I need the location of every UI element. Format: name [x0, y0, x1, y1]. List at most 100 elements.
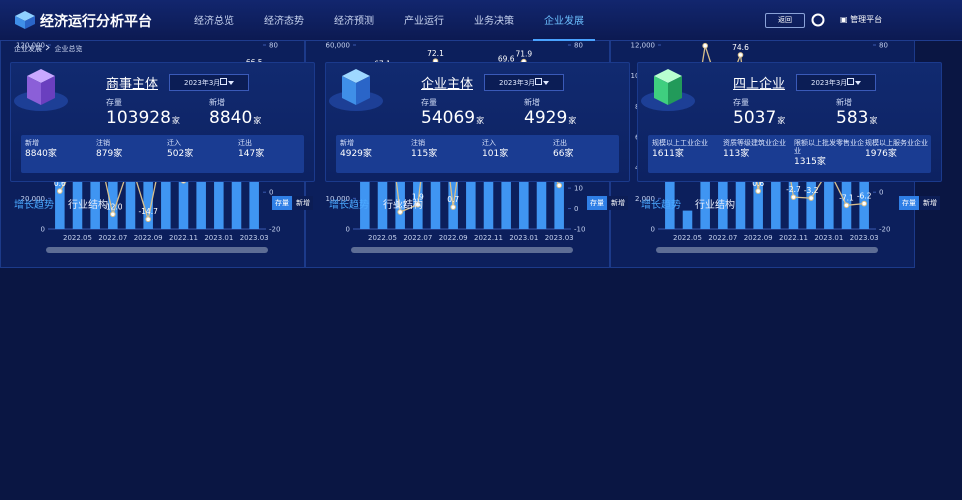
- line-point: [450, 204, 456, 210]
- back-button[interactable]: 返回: [765, 13, 805, 28]
- stock-label: 存量: [733, 98, 749, 107]
- caret-shape: [228, 81, 235, 85]
- stat: 新增 4929家: [340, 139, 410, 159]
- scrollbar[interactable]: [351, 247, 573, 253]
- stat: 规模以上工业企业 1611家: [652, 139, 722, 159]
- bar: [806, 153, 816, 229]
- stat: 新增 8840家: [25, 139, 95, 159]
- tab[interactable]: 行业结构: [68, 200, 108, 211]
- stat-value: 1976家: [865, 149, 935, 159]
- y-tick-label: 12,000: [631, 42, 656, 50]
- stat-number: 66: [553, 149, 565, 159]
- tab-active[interactable]: 增长趋势: [14, 200, 54, 211]
- nav-item[interactable]: 经济态势: [264, 16, 304, 27]
- toggle-active[interactable]: 存量: [272, 196, 292, 210]
- stat-value: 502家: [167, 149, 237, 159]
- stat-number: 1976: [865, 149, 888, 159]
- scrollbar[interactable]: [46, 247, 268, 253]
- new-label: 新增: [836, 98, 852, 107]
- line-point: [702, 42, 708, 49]
- cal: [220, 78, 228, 85]
- x-tick-label: 2023.03: [545, 234, 574, 242]
- x-tick-label: 2023.03: [240, 234, 269, 242]
- date-picker[interactable]: 2023年3月: [796, 74, 877, 91]
- y2-tick-label: 0: [269, 189, 273, 197]
- card-title: 四上企业: [733, 77, 786, 92]
- tab[interactable]: 行业结构: [383, 200, 423, 211]
- date-picker[interactable]: 2023年3月: [169, 74, 250, 91]
- user-icon[interactable]: [811, 13, 825, 27]
- data-label: -12.0: [103, 202, 123, 211]
- y2-tick-label: -20: [879, 226, 890, 234]
- stock-value: 5037家: [733, 108, 785, 128]
- stat-label: 迁入: [167, 139, 181, 147]
- stat-value: 1315家: [794, 158, 864, 167]
- stat-value: 8840家: [25, 149, 95, 159]
- data-label: 72.1: [427, 49, 444, 58]
- toggle[interactable]: 新增: [293, 196, 313, 210]
- unit: 家: [362, 149, 372, 159]
- tab[interactable]: 行业结构: [695, 200, 735, 211]
- y-tick-label: 120,000: [16, 42, 45, 50]
- toggle[interactable]: 新增: [608, 196, 628, 210]
- y-tick-label: 60,000: [326, 42, 351, 50]
- nav-item[interactable]: 业务决策: [474, 16, 514, 27]
- stat-number: 115: [411, 149, 429, 159]
- card-icon: [641, 69, 695, 111]
- x-tick-label: 2023.01: [509, 234, 538, 242]
- stats-strip: 规模以上工业企业 1611家 资质等级建筑业企业 113家 限额以上批发零售业企业 131…: [648, 135, 931, 173]
- scrollbar[interactable]: [656, 247, 878, 253]
- new-label: 新增: [524, 98, 540, 107]
- app-title: 经济运行分析平台: [40, 14, 152, 30]
- data-label: 0.6: [752, 179, 764, 188]
- unit: 家: [564, 149, 574, 159]
- stat: 注销 115家: [411, 139, 481, 159]
- line-point: [57, 188, 63, 194]
- tab-active[interactable]: 增长趋势: [641, 200, 681, 211]
- x-tick-label: 2022.05: [63, 234, 92, 242]
- y2-tick-label: 0: [574, 205, 578, 213]
- x-tick-label: 2022.11: [779, 234, 808, 242]
- unit: 家: [869, 116, 878, 125]
- stock-number: 103928: [106, 108, 171, 128]
- stat-number: 113: [723, 149, 741, 159]
- y2-tick-label: -20: [269, 226, 280, 234]
- nav-item[interactable]: 企业发展: [533, 12, 595, 41]
- stat-number: 147: [238, 149, 256, 159]
- toggle[interactable]: 新增: [920, 196, 940, 210]
- data-label: 71.9: [515, 50, 532, 59]
- nav-item[interactable]: 经济总览: [194, 16, 234, 27]
- stat-number: 502: [167, 149, 185, 159]
- toggle-active[interactable]: 存量: [587, 196, 607, 210]
- line-point: [556, 182, 562, 189]
- y-tick-label: 0: [651, 226, 655, 234]
- stat-label: 迁入: [482, 139, 496, 147]
- card-icon: [329, 69, 383, 111]
- nav-item[interactable]: 产业运行: [404, 16, 444, 27]
- line-point: [397, 209, 403, 215]
- bar: [771, 176, 781, 229]
- nav-item[interactable]: 经济预测: [334, 16, 374, 27]
- toggle-active[interactable]: 存量: [899, 196, 919, 210]
- stat: 注销 879家: [96, 139, 166, 159]
- line-point: [737, 52, 744, 58]
- x-tick-label: 2022.05: [368, 234, 397, 242]
- tab-active[interactable]: 增长趋势: [329, 200, 369, 211]
- stats-strip: 新增 4929家 注销 115家 迁入 101家 迁出 66家: [336, 135, 619, 173]
- admin-link[interactable]: ▣ 管理平台: [840, 15, 883, 24]
- stat-label: 资质等级建筑业企业: [723, 139, 786, 147]
- data-label: 1.9: [412, 193, 424, 202]
- stat-value: 101家: [482, 150, 552, 159]
- date-picker[interactable]: 2023年3月: [484, 74, 565, 91]
- summary-card: 企业主体 2023年3月 存量 54069家 新增 4929家 新增 4929家 注销 115家迁…: [325, 62, 630, 182]
- y2-tick-label: -10: [574, 226, 585, 234]
- stat-value: 1611家: [652, 150, 722, 159]
- x-tick-label: 2022.09: [439, 234, 468, 242]
- stat-label: 注销: [411, 139, 425, 147]
- unit: 家: [568, 116, 577, 125]
- icon-left: [27, 76, 41, 105]
- stock-label: 存量: [106, 98, 122, 107]
- crumb[interactable]: 企业发展: [14, 45, 42, 53]
- stat-number: 8840: [25, 149, 48, 159]
- new-number: 8840: [209, 108, 253, 128]
